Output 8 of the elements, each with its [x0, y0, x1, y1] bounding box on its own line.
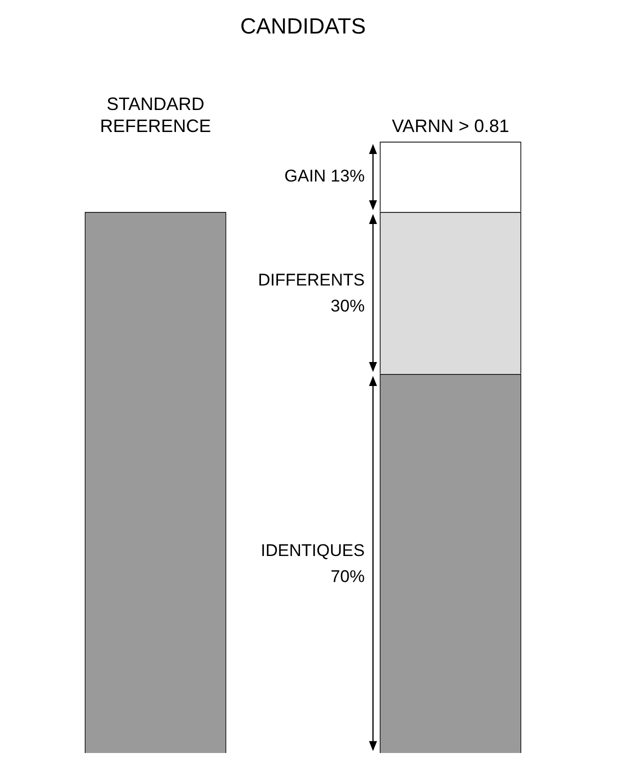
x-tick-label: VARNN > 0.81 [392, 116, 510, 136]
text: GAIN 13% [284, 166, 365, 186]
chart-title: CANDIDATS [240, 13, 366, 38]
x-tick-label: STANDARD REFERENCE [100, 94, 212, 136]
annotation: 70% [330, 567, 365, 586]
annotation: 30% [330, 296, 365, 316]
series-label: DIFFERENTS [258, 270, 365, 290]
series-label: IDENTIQUES [260, 541, 365, 560]
